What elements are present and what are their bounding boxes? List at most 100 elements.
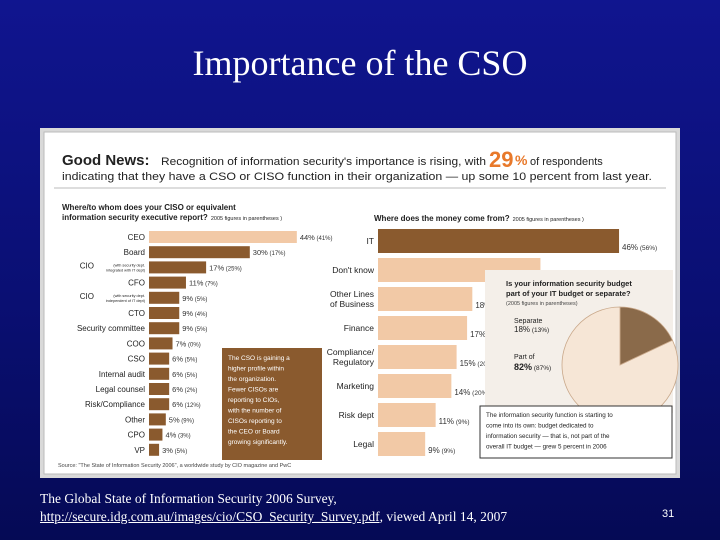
right-bar-other-lines-of-business [378,287,473,311]
right-chart-subtitle: 2005 figures in parentheses ) [513,217,584,223]
left-cat-label: COO [127,339,145,348]
pie-value-part: 82% (87%) [514,362,551,372]
left-bar-other [149,413,166,426]
right-cat-label: Don't know [332,265,375,275]
heading-line2: indicating that they have a CSO or CISO … [62,171,652,183]
left-prev-value: (3%) [176,434,190,440]
left-value-label: 6% (5%) [172,355,197,364]
left-cat-sub2: independent of IT dept) [106,299,146,303]
left-value-label: 9% (5%) [182,324,207,333]
pie-title-1: Is your information security budget [506,279,632,288]
left-note-line: Fewer CISOs are [228,387,279,394]
left-bar-board [149,246,250,259]
pie-subtitle: (2005 figures in parentheses) [506,301,578,307]
caption: The Global State of Information Security… [40,490,507,526]
left-cat-label: CSO [128,355,145,364]
heading-text2: of respondents [530,156,603,168]
right-prev-value: (20%) [470,390,489,397]
right-cat-label: Regulatory [333,357,375,367]
left-value-label: 5% (9%) [169,415,194,424]
right-prev-value: (56%) [638,245,657,252]
pie-prev-part: (87%) [532,365,551,372]
left-cat-sub2: integrated with IT dept) [106,268,145,272]
right-cat-label: Compliance/ [327,347,375,357]
pie-label-separate: Separate [514,318,543,325]
left-cat-label: Security committee [77,324,146,333]
notes-group: The CSO is gaining a higher profile withi… [222,348,673,460]
pie-note-box [479,405,673,459]
heading-pct-sign: % [515,152,528,168]
right-bar-legal [378,432,426,456]
infographic-panel: Good News: Recognition of information se… [40,128,680,478]
left-value-label: 6% (12%) [172,400,201,409]
left-note-line: with the number of [227,408,282,415]
left-note-line: higher profile within [228,366,284,373]
left-bar-ceo [149,231,297,243]
right-prev-value: (9%) [440,448,456,455]
left-bar-legal-counsel [149,383,170,395]
left-bar-cso [149,352,170,365]
left-cat-label: VP [134,446,145,455]
left-cat-label: CIO [80,261,94,270]
left-cat-label: Internal audit [99,370,146,379]
source-link[interactable]: http://secure.idg.com.au/images/cio/CSO_… [40,509,380,524]
left-bar-cio-with-security-dept-independent-of-it-dept [149,291,180,304]
left-value-label: 44% (41%) [300,233,333,242]
left-cat-label: Legal counsel [96,385,146,394]
pie-label-part: Part of [514,354,535,361]
left-prev-value: (5%) [193,327,207,333]
pie-prev-separate: (13%) [530,327,549,334]
left-bar-cio-with-security-dept-integrated-with-it-dept [149,261,207,274]
left-chart-title-2: information security executive report? 20… [62,213,282,222]
infographic-svg: Good News: Recognition of information se… [43,131,679,475]
left-cat-sub1: (with security dept. [113,294,145,298]
left-bar-security-committee [149,322,180,335]
left-note-line: The CSO is gaining a [228,355,290,362]
left-prev-value: (0%) [186,342,200,348]
left-cat-label: CIO [80,292,94,301]
right-value-label: 9% (9%) [428,446,455,455]
left-cat-label: CTO [128,309,145,318]
caption-line2: http://secure.idg.com.au/images/cio/CSO_… [40,508,507,526]
slide-title: Importance of the CSO [192,43,528,83]
heading-text1: Recognition of information security's im… [161,156,486,168]
left-bar-internal-audit [149,367,170,380]
left-value-label: 9% (4%) [182,309,207,318]
right-value-label: 46% (56%) [622,243,657,252]
right-prev-value: (9%) [454,419,470,426]
right-chart-title: Where does the money come from? 2005 figu… [374,214,584,223]
left-prev-value: (41%) [315,236,333,242]
left-prev-value: (5%) [173,449,187,455]
left-bar-vp [149,443,160,456]
left-bar-cpo [149,428,163,441]
left-prev-value: (5%) [183,373,197,379]
left-cat-label: Board [124,248,145,257]
right-cat-label: Legal [353,439,374,449]
left-prev-value: (25%) [224,266,242,272]
right-cat-label: IT [366,236,374,246]
right-bar-marketing [378,374,452,398]
left-chart-title-1: Where/to whom does your CISO or equivale… [62,203,236,212]
left-chart-subtitle: 2005 figures in parentheses ) [211,216,282,222]
left-prev-value: (7%) [203,282,217,288]
left-bar-cto [149,307,180,319]
left-note-line: the organization. [228,376,276,383]
right-value-label: 11% (9%) [439,417,470,426]
left-cat-label: CEO [128,233,145,242]
left-note-line: the CEO or Board [228,429,280,436]
left-bar-risk-compliance [149,398,170,411]
left-value-label: 6% (2%) [172,385,197,394]
right-cat-label: Other Lines [330,289,374,299]
pie-note-line: information security — that is, not part… [486,433,610,440]
left-cat-label: CFO [128,279,145,288]
right-cat-label: of Business [330,299,374,309]
source-note: Source: "The State of Information Securi… [58,463,291,469]
left-cat-label: Risk/Compliance [85,400,146,409]
left-prev-value: (17%) [268,251,286,257]
left-bar-coo [149,337,173,350]
left-note-line: reporting to CIOs, [228,397,279,404]
caption-line1: The Global State of Information Security… [40,491,337,506]
left-value-label: 6% (5%) [172,370,197,379]
left-prev-value: (5%) [183,358,197,364]
right-bar-risk-dept [378,403,436,427]
